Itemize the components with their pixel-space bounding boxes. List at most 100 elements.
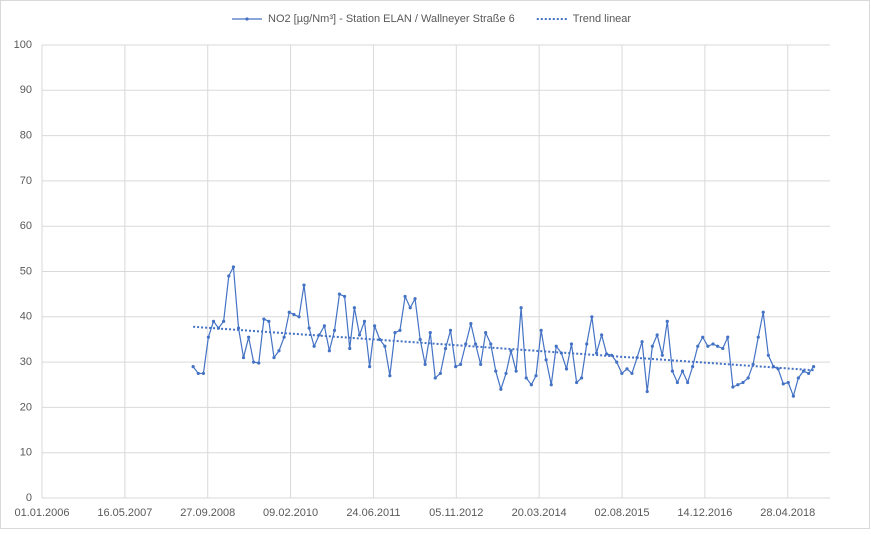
- data-point: [348, 346, 352, 351]
- data-point: [696, 344, 700, 348]
- data-point: [454, 365, 458, 369]
- data-point: [272, 355, 276, 360]
- data-point: [807, 371, 811, 376]
- data-point: [529, 383, 533, 387]
- x-tick-label: 27.09.2008: [180, 507, 235, 519]
- data-point: [373, 324, 377, 328]
- data-point: [519, 306, 523, 310]
- data-point: [691, 365, 695, 369]
- data-point: [383, 344, 387, 348]
- x-tick-label: 28.04.2018: [760, 507, 815, 519]
- data-point: [590, 315, 594, 319]
- series-line: [192, 264, 815, 399]
- data-point: [222, 319, 226, 323]
- data-point: [585, 342, 589, 346]
- data-point: [534, 374, 538, 378]
- y-tick-label: 0: [26, 492, 32, 504]
- x-tick-label: 24.06.2011: [346, 507, 400, 519]
- x-tick-label: 16.05.2007: [97, 507, 152, 519]
- legend-label: NO2 [µg/Nm³] - Station ELAN / Wallneyer …: [268, 13, 515, 25]
- data-point: [781, 382, 785, 386]
- data-point: [428, 331, 432, 335]
- data-point: [680, 369, 685, 373]
- data-point: [766, 353, 770, 357]
- data-point: [554, 344, 558, 348]
- data-point: [645, 389, 649, 394]
- data-point: [408, 306, 412, 310]
- y-tick-label: 30: [20, 356, 32, 368]
- y-tick-label: 80: [20, 130, 32, 142]
- data-point: [539, 328, 543, 332]
- data-point: [393, 331, 397, 335]
- data-point: [241, 355, 246, 360]
- data-point: [307, 326, 311, 330]
- data-point: [337, 292, 342, 296]
- data-point: [448, 328, 453, 332]
- data-point: [686, 380, 690, 385]
- data-point: [706, 344, 710, 348]
- data-point: [711, 342, 715, 346]
- data-point: [413, 297, 417, 301]
- data-point: [287, 310, 291, 314]
- data-point: [292, 312, 296, 317]
- y-tick-label: 10: [20, 447, 32, 459]
- data-point: [791, 394, 795, 398]
- data-point: [322, 324, 326, 328]
- data-point: [625, 367, 629, 371]
- data-point: [262, 317, 266, 321]
- data-point: [494, 369, 498, 373]
- legend-label: Trend linear: [573, 13, 632, 25]
- data-point: [575, 380, 579, 385]
- data-point: [469, 321, 473, 326]
- data-point: [357, 333, 362, 337]
- legend-marker: [245, 17, 249, 21]
- data-point: [660, 353, 664, 357]
- data-point: [277, 349, 281, 353]
- data-point: [544, 358, 548, 362]
- data-point: [433, 376, 437, 380]
- data-point: [479, 362, 483, 366]
- y-tick-label: 40: [20, 311, 32, 323]
- data-point: [640, 340, 644, 344]
- data-point: [378, 337, 382, 342]
- y-tick-label: 70: [20, 175, 32, 187]
- data-point: [327, 349, 331, 353]
- y-tick-label: 60: [20, 220, 32, 232]
- data-point: [332, 328, 337, 332]
- data-point: [811, 365, 816, 369]
- data-point: [282, 335, 286, 339]
- data-point: [438, 371, 442, 376]
- data-point: [756, 335, 760, 339]
- data-point: [247, 335, 251, 339]
- data-point: [231, 265, 236, 269]
- data-point: [716, 344, 720, 348]
- data-point: [761, 310, 765, 314]
- data-point: [191, 365, 195, 369]
- data-point: [670, 369, 675, 373]
- data-point: [524, 376, 528, 380]
- x-tick-label: 01.01.2006: [14, 507, 69, 519]
- data-point: [514, 369, 518, 373]
- data-point: [600, 333, 604, 337]
- data-point: [650, 344, 654, 348]
- data-point: [206, 335, 210, 339]
- data-point: [620, 371, 624, 376]
- data-point: [403, 294, 407, 299]
- data-point: [443, 346, 448, 351]
- x-tick-label: 20.03.2014: [512, 507, 567, 519]
- data-point: [227, 274, 231, 278]
- data-point: [665, 319, 669, 323]
- y-tick-label: 20: [20, 401, 32, 413]
- data-point: [701, 335, 705, 339]
- data-point: [655, 333, 659, 337]
- data-point: [499, 387, 503, 391]
- data-point: [201, 371, 206, 376]
- data-point: [252, 360, 256, 364]
- data-point: [459, 362, 463, 366]
- data-point: [312, 344, 316, 348]
- data-point: [569, 342, 574, 346]
- x-tick-label: 14.12.2016: [677, 507, 732, 519]
- data-point: [594, 351, 599, 355]
